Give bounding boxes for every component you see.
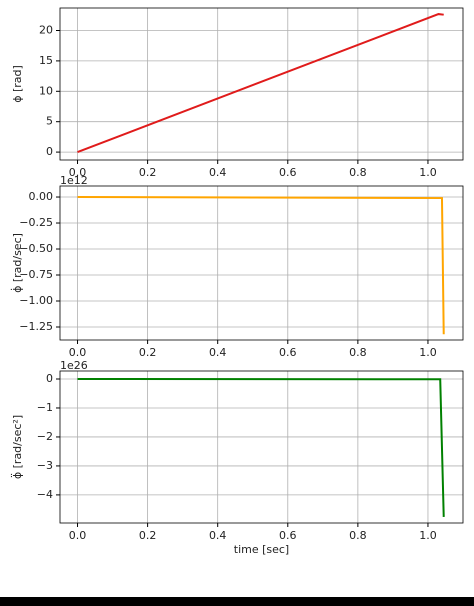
x-tick-label: 0.4 — [209, 346, 227, 359]
x-tick-label: 1.0 — [419, 529, 437, 542]
y-tick-label: −1 — [37, 401, 53, 414]
y-tick-label: −4 — [37, 488, 53, 501]
x-tick-label: 0.0 — [69, 529, 87, 542]
y-tick-label: −2 — [37, 430, 53, 443]
y-tick-label: −0.75 — [19, 268, 53, 281]
x-tick-label: 0.2 — [139, 166, 157, 179]
x-tick-label: 0.8 — [349, 166, 367, 179]
x-tick-label: 0.6 — [279, 166, 297, 179]
y-tick-label: 0.00 — [29, 190, 54, 203]
y-tick-label: 20 — [39, 23, 53, 36]
line — [77, 377, 445, 517]
x-tick-label: 0.0 — [69, 346, 87, 359]
y-axis-label: ϕ [rad] — [11, 65, 24, 103]
line — [77, 13, 444, 154]
x-tick-label: 1.0 — [419, 166, 437, 179]
offset-text: 1e26 — [60, 359, 88, 372]
y-tick-label: 0 — [46, 372, 53, 385]
y-tick-label: −0.25 — [19, 216, 53, 229]
y-tick-label: −3 — [37, 459, 53, 472]
y-tick-label: 0 — [46, 145, 53, 158]
x-tick-label: 0.6 — [279, 346, 297, 359]
x-tick-label: 0.6 — [279, 529, 297, 542]
y-tick-label: −1.25 — [19, 320, 53, 333]
y-tick-label: −1.00 — [19, 294, 53, 307]
x-tick-label: 1.0 — [419, 346, 437, 359]
axes-frame — [59, 7, 464, 161]
x-axis-label: time [sec] — [234, 543, 289, 556]
y-axis-label: ϕ̈ [rad/sec²] — [11, 415, 24, 479]
bottom-bar — [0, 597, 474, 606]
y-axis-label: ϕ̇ [rad/sec] — [10, 233, 24, 293]
axes-frame — [59, 370, 464, 524]
x-tick-label: 0.4 — [209, 166, 227, 179]
axes-frame — [59, 185, 464, 341]
x-tick-label: 0.2 — [139, 529, 157, 542]
y-tick-label: −0.50 — [19, 242, 53, 255]
y-tick-label: 15 — [39, 54, 53, 67]
x-tick-label: 0.0 — [69, 166, 87, 179]
y-tick-label: 5 — [46, 115, 53, 128]
x-tick-label: 0.8 — [349, 346, 367, 359]
x-tick-label: 0.2 — [139, 346, 157, 359]
x-tick-label: 0.8 — [349, 529, 367, 542]
y-tick-label: 10 — [39, 84, 53, 97]
line — [77, 196, 445, 335]
offset-text: 1e12 — [60, 174, 88, 187]
x-tick-label: 0.4 — [209, 529, 227, 542]
